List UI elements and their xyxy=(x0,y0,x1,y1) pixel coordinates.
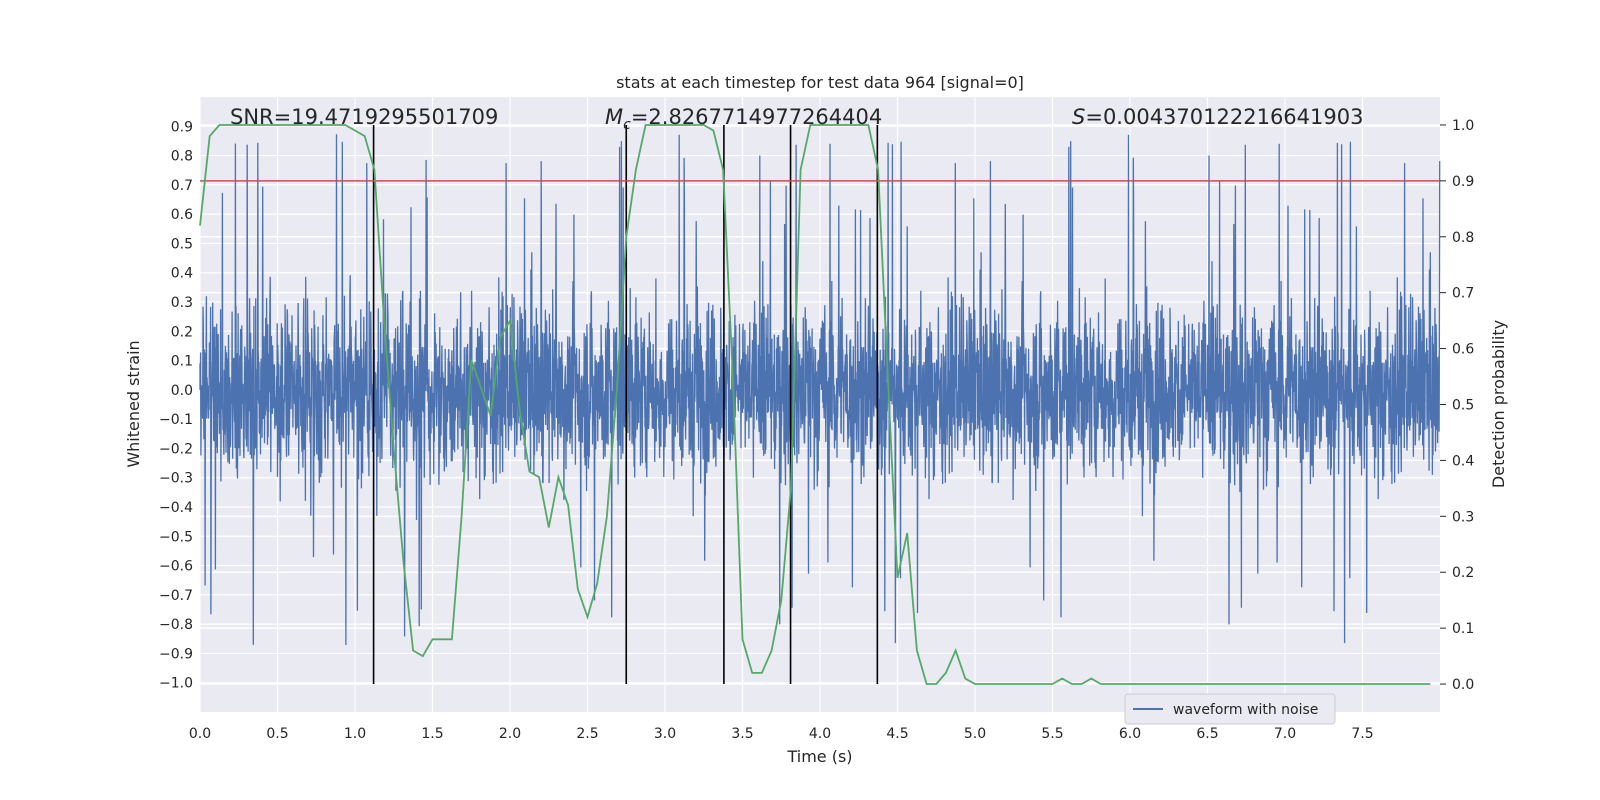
y-right-tick-label: 0.9 xyxy=(1452,174,1474,190)
y-right-tick-label: 0.1 xyxy=(1452,621,1474,637)
chart-title: stats at each timestep for test data 964… xyxy=(616,73,1024,92)
waveform-trace xyxy=(199,134,1441,646)
vertical-markers xyxy=(372,124,879,685)
x-tick-label: 3.0 xyxy=(654,726,676,742)
y-axis-left: 0.9 0.8 0.7 0.6 0.5 0.4 0.3 0.2 0.1 0.0 −0.1 −0.2 −0… xyxy=(159,119,193,691)
y-right-tick-label: 0.5 xyxy=(1452,398,1474,414)
x-tick-label: 4.5 xyxy=(886,726,908,742)
y-tick-label: −0.5 xyxy=(159,529,193,545)
s-symbol: S xyxy=(1072,105,1085,129)
mc-subscript: c xyxy=(623,117,631,133)
y-tick-label: 0.2 xyxy=(171,324,193,340)
y-tick-label: −0.2 xyxy=(159,441,193,457)
x-tick-label: 6.5 xyxy=(1196,726,1218,742)
y-tick-label: −0.9 xyxy=(159,646,193,662)
y-right-tick-label: 1.0 xyxy=(1452,118,1474,134)
y-tick-label: 0.5 xyxy=(171,236,193,252)
x-tick-label: 5.5 xyxy=(1041,726,1063,742)
waveform-series xyxy=(199,134,1441,646)
x-tick-label: 6.0 xyxy=(1119,726,1141,742)
probability-line xyxy=(199,124,1431,685)
x-tick-label: 1.0 xyxy=(344,726,366,742)
x-tick-label: 5.0 xyxy=(964,726,986,742)
legend-box xyxy=(1124,693,1336,725)
y-right-tick-label: 0.4 xyxy=(1452,453,1474,469)
x-tick-label: 0.5 xyxy=(266,726,288,742)
y-right-tick-label: 0.7 xyxy=(1452,286,1474,302)
x-tick-label: 1.5 xyxy=(421,726,443,742)
y-tick-label: 0.4 xyxy=(171,266,193,282)
y-right-tick-label: 0.6 xyxy=(1452,342,1474,358)
y-tick-label: 0.8 xyxy=(171,149,193,165)
y-tick-label: −0.7 xyxy=(159,588,193,604)
y-right-tick-label: 0.0 xyxy=(1452,677,1474,693)
y-tick-label: −0.1 xyxy=(159,412,193,428)
x-tick-label: 3.5 xyxy=(731,726,753,742)
y-tick-label: −0.3 xyxy=(159,471,193,487)
s-annotation: S=0.004370122216641903 xyxy=(1072,105,1363,129)
y-tick-label: −0.6 xyxy=(159,559,193,575)
legend: waveform with noise xyxy=(1124,693,1336,725)
y-tick-label: −0.8 xyxy=(159,617,193,633)
x-tick-label: 7.5 xyxy=(1351,726,1373,742)
y-right-tick-label: 0.3 xyxy=(1452,509,1474,525)
y-right-tick-label: 0.2 xyxy=(1452,565,1474,581)
y-tick-label: 0.6 xyxy=(171,207,193,223)
y-tick-label: 0.9 xyxy=(171,119,193,135)
mc-value: =2.8267714977264404 xyxy=(631,105,882,129)
y-axis-label: Whitened strain xyxy=(124,340,143,467)
y-axis-right: 1.0 0.9 0.8 0.7 0.6 0.5 0.4 0.3 0.2 0.1 0.0 xyxy=(1440,118,1474,693)
x-axis: 0.0 0.5 1.0 1.5 2.0 2.5 3.0 3.5 4.0 4.5 5.0 5.5 6.0 6… xyxy=(189,726,1374,742)
s-value: =0.004370122216641903 xyxy=(1085,105,1363,129)
x-tick-label: 2.0 xyxy=(499,726,521,742)
x-axis-label: Time (s) xyxy=(786,747,852,766)
y-axis-right-label: Detection probability xyxy=(1489,320,1508,488)
y-tick-label: 0.0 xyxy=(171,383,193,399)
y-right-tick-label: 0.8 xyxy=(1452,230,1474,246)
snr-annotation: SNR=19.4719295501709 xyxy=(230,105,498,129)
y-tick-label: 0.1 xyxy=(171,354,193,370)
y-tick-label: 0.7 xyxy=(171,178,193,194)
x-tick-label: 4.0 xyxy=(809,726,831,742)
x-tick-label: 7.0 xyxy=(1274,726,1296,742)
x-tick-label: 0.0 xyxy=(189,726,211,742)
mc-symbol: M xyxy=(605,105,623,129)
y-tick-label: −0.4 xyxy=(159,500,193,516)
x-tick-label: 2.5 xyxy=(576,726,598,742)
y-tick-label: 0.3 xyxy=(171,295,193,311)
legend-label: waveform with noise xyxy=(1173,702,1318,718)
chirp-mass-annotation: Mc=2.8267714977264404 xyxy=(605,105,882,133)
y-tick-label: −1.0 xyxy=(159,676,193,692)
